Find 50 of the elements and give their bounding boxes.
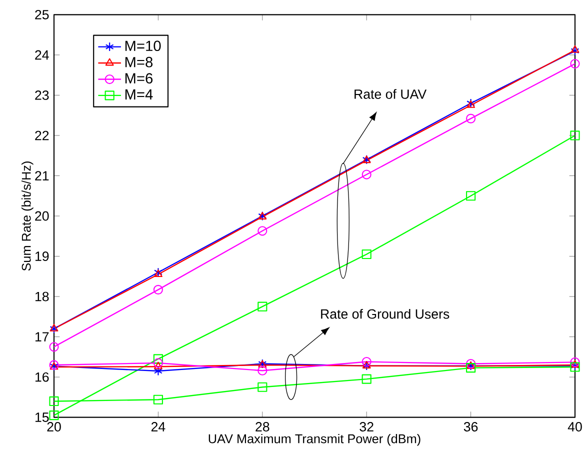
point: [466, 114, 476, 124]
y-tick-label: 16: [35, 372, 49, 382]
legend-label: M=6: [125, 73, 153, 84]
point: [258, 226, 268, 236]
y-tick-label: 18: [35, 292, 49, 302]
point: [570, 58, 580, 68]
legend-label: M=8: [125, 56, 153, 68]
y-tick-label: 19: [35, 251, 49, 261]
point: [362, 170, 372, 180]
point: [258, 366, 268, 376]
point: [258, 302, 268, 312]
legend-label: M=10: [125, 40, 161, 51]
y-tick-label: 15: [35, 412, 49, 422]
annotation: Rate of Ground Users: [321, 308, 450, 319]
point: [49, 342, 59, 352]
x-tick-label: 32: [360, 422, 374, 432]
point: [153, 354, 163, 364]
point: [362, 356, 372, 366]
point: [570, 357, 580, 367]
legend-label: M=4: [125, 89, 153, 100]
x-tick-label: 28: [256, 422, 270, 432]
point: [362, 374, 372, 384]
x-axis-title: UAV Maximum Transmit Power (dBm): [208, 434, 420, 446]
y-tick-label: 21: [35, 170, 49, 180]
point: [570, 130, 580, 140]
x-tick-label: 36: [464, 422, 478, 432]
annotation: Rate of UAV: [354, 88, 427, 99]
point: [570, 46, 580, 56]
point: [154, 366, 162, 376]
x-tick-label: 20: [47, 422, 61, 432]
point: [153, 284, 163, 294]
point: [49, 396, 59, 406]
y-axis-title: Sum Rate (bit/s/Hz): [22, 161, 34, 271]
y-tick-label: 23: [35, 90, 49, 100]
point: [362, 249, 372, 259]
point: [570, 360, 580, 368]
y-tick-label: 17: [35, 332, 49, 342]
point: [49, 410, 59, 420]
point: [153, 394, 163, 404]
point: [153, 358, 163, 368]
y-tick-label: 20: [35, 211, 49, 221]
y-tick-label: 25: [35, 10, 49, 20]
y-tick-label: 22: [35, 130, 49, 140]
point: [466, 190, 476, 201]
y-tick-label: 24: [35, 50, 49, 60]
point: [570, 45, 580, 53]
x-tick-label: 24: [151, 422, 166, 432]
point: [154, 362, 162, 370]
x-tick-label: 40: [568, 422, 582, 432]
point: [258, 382, 268, 392]
